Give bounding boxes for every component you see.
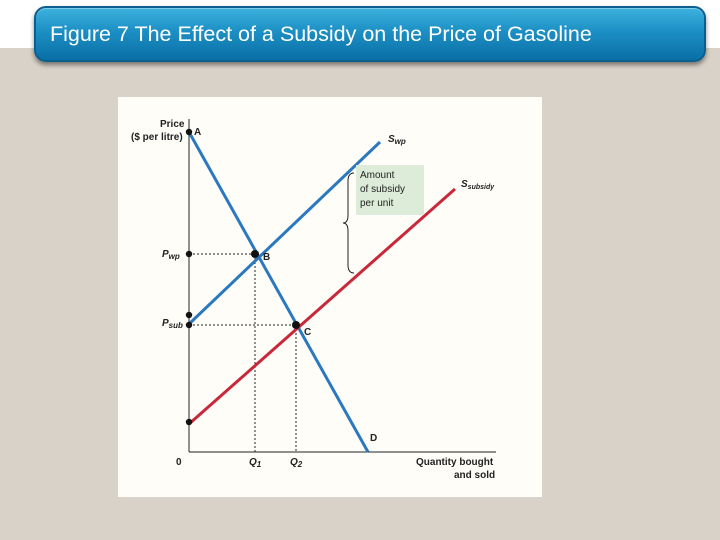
- subsidy-brace: [342, 172, 355, 274]
- annotation-line-2: of subsidy: [360, 184, 405, 195]
- demand-curve: [187, 131, 370, 453]
- quantity-label-q2: Q2: [290, 457, 303, 469]
- equilibrium-point-c: [292, 321, 300, 329]
- curve-label-s-subsidy: Ssubsidy: [461, 179, 495, 191]
- point-label-d: D: [370, 433, 377, 444]
- price-label-p-wp: Pwp: [162, 249, 180, 261]
- demand-intercept-dot: [185, 128, 193, 136]
- supply-subsidy-intercept-dot: [185, 418, 193, 426]
- subsidy-annotation-box: [356, 165, 424, 215]
- point-label-b: B: [263, 252, 270, 263]
- supply-demand-diagram: Price ($ per litre) Quantity bought and …: [131, 119, 496, 481]
- slide-title: Figure 7 The Effect of a Subsidy on the …: [50, 22, 592, 46]
- curve-label-s-wp: Swp: [388, 134, 406, 146]
- y-axis-label-line2: ($ per litre): [131, 132, 183, 143]
- x-axis-label-line2: and sold: [454, 470, 495, 481]
- p-sub-dot: [185, 321, 193, 329]
- supply-wp-intercept-dot: [185, 311, 193, 319]
- point-label-c: C: [304, 327, 311, 338]
- supply-wp-curve: [187, 140, 382, 326]
- p-wp-dot: [185, 250, 193, 258]
- x-axis-label-line1: Quantity bought: [416, 457, 494, 468]
- point-label-a: A: [194, 127, 201, 138]
- annotation-line-1: Amount: [360, 170, 395, 181]
- supply-subsidy-curve: [188, 187, 456, 426]
- equilibrium-point-b: [251, 250, 259, 258]
- quantity-label-q1: Q1: [249, 457, 262, 469]
- y-axis-label-line1: Price: [160, 119, 185, 130]
- price-label-p-sub: Psub: [162, 318, 183, 330]
- origin-label: 0: [176, 457, 182, 468]
- diagram-panel: Price ($ per litre) Quantity bought and …: [118, 97, 542, 497]
- slide-title-bar: Figure 7 The Effect of a Subsidy on the …: [34, 6, 706, 62]
- annotation-line-3: per unit: [360, 198, 394, 209]
